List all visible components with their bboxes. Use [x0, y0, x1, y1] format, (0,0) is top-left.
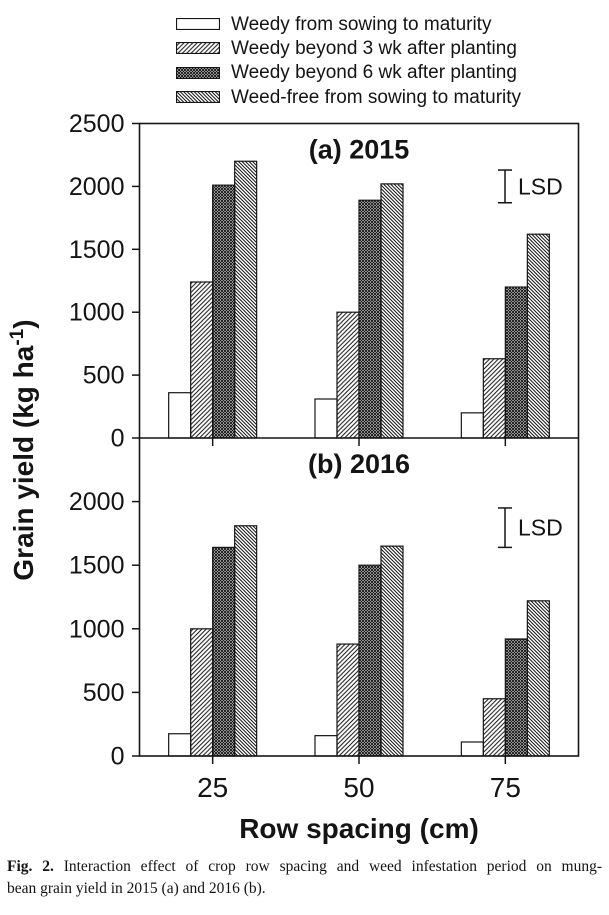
y-tick-label: 0	[111, 743, 125, 771]
bar-panel1-spacing50-series2	[336, 311, 360, 439]
y-tick-label: 2000	[69, 488, 125, 516]
legend-swatch-crosshatch-icon	[176, 66, 220, 79]
bars-layer	[168, 160, 550, 757]
legend-item-label: Weedy beyond 3 wk after planting	[231, 37, 517, 59]
bar-panel2-spacing25-series1	[168, 733, 192, 757]
bar-panel2-spacing75-series3	[504, 638, 528, 757]
y-tick-label: 2500	[69, 110, 125, 138]
bar-panel1-spacing25-series3	[212, 184, 236, 439]
caption-line: Fig. 2. Interaction effect of crop row s…	[7, 856, 602, 878]
bar-panel1-spacing25-series1	[168, 392, 192, 439]
y-tick-label: 1500	[69, 552, 125, 580]
panel-title: (a) 2015	[309, 135, 410, 165]
bar-panel2-spacing25-series2	[190, 628, 214, 757]
bar-panel2-spacing75-series1	[460, 741, 484, 757]
legend-item: Weedy from sowing to maturity	[176, 12, 521, 36]
bar-panel1-spacing50-series3	[358, 199, 382, 439]
bar-panel1-spacing50-series1	[314, 398, 338, 439]
lsd-label: LSD	[518, 515, 563, 541]
figure-label: Fig. 2.	[7, 858, 54, 875]
chart-legend: Weedy from sowing to maturity Weedy beyo…	[176, 12, 521, 109]
bar-panel2-spacing50-series1	[314, 735, 338, 757]
y-tick-label: 1500	[69, 236, 125, 264]
plot-border	[138, 122, 580, 757]
bar-panel1-spacing50-series4	[380, 183, 404, 439]
bar-panel1-spacing75-series2	[482, 358, 506, 439]
bar-panel2-spacing75-series4	[526, 600, 550, 757]
legend-swatch-back-hatch-icon	[176, 91, 220, 104]
figure-caption: Fig. 2. Interaction effect of crop row s…	[7, 856, 602, 899]
x-tick-label: 25	[197, 772, 228, 803]
bar-panel2-spacing25-series3	[212, 546, 236, 757]
bar-panel1-spacing25-series4	[234, 160, 258, 439]
legend-item-label: Weed-free from sowing to maturity	[231, 86, 522, 108]
y-tick-label: 500	[83, 679, 125, 707]
caption-text: Interaction effect of crop row spacing a…	[63, 858, 603, 875]
legend-item-label: Weedy from sowing to maturity	[231, 13, 492, 35]
x-axis-title: Row spacing (cm)	[239, 813, 479, 844]
lsd-label: LSD	[518, 173, 563, 199]
x-tick-label: 75	[490, 772, 521, 803]
y-tick-label: 0	[111, 425, 125, 453]
bar-panel2-spacing25-series4	[234, 525, 258, 757]
bar-panel1-spacing75-series3	[504, 286, 528, 439]
y-tick-label: 500	[83, 362, 125, 390]
bar-panel1-spacing75-series4	[526, 233, 550, 439]
x-tick-label: 50	[343, 772, 374, 803]
bar-panel1-spacing75-series1	[460, 412, 484, 439]
legend-item: Weed-free from sowing to maturity	[176, 85, 521, 109]
axes-layer: 0 500 1000 1500 2000 2500 (a) 2015 LSD 0 500 1000 1…	[7, 110, 580, 844]
grain-yield-bar-chart: 0 500 1000 1500 2000 2500 (a) 2015 LSD 0 500 1000 1…	[7, 110, 580, 844]
bar-panel2-spacing50-series4	[380, 545, 404, 757]
caption-line: bean grain yield in 2015 (a) and 2016 (b…	[7, 879, 266, 897]
y-tick-label: 2000	[69, 173, 125, 201]
legend-item: Weedy beyond 3 wk after planting	[176, 36, 521, 60]
legend-item: Weedy beyond 6 wk after planting	[176, 61, 521, 85]
bar-panel2-spacing75-series2	[482, 698, 506, 757]
y-axis-title: Grain yield (kg ha-1)	[7, 319, 39, 580]
legend-item-label: Weedy beyond 6 wk after planting	[231, 62, 517, 84]
panel-title: (b) 2016	[308, 449, 410, 479]
y-tick-label: 1000	[69, 615, 125, 643]
bar-panel2-spacing50-series2	[336, 643, 360, 757]
bar-panel1-spacing25-series2	[190, 281, 214, 439]
legend-swatch-plain-icon	[176, 18, 220, 31]
bar-panel2-spacing50-series3	[358, 564, 382, 757]
y-tick-label: 1000	[69, 299, 125, 327]
legend-swatch-forward-hatch-icon	[176, 42, 220, 55]
